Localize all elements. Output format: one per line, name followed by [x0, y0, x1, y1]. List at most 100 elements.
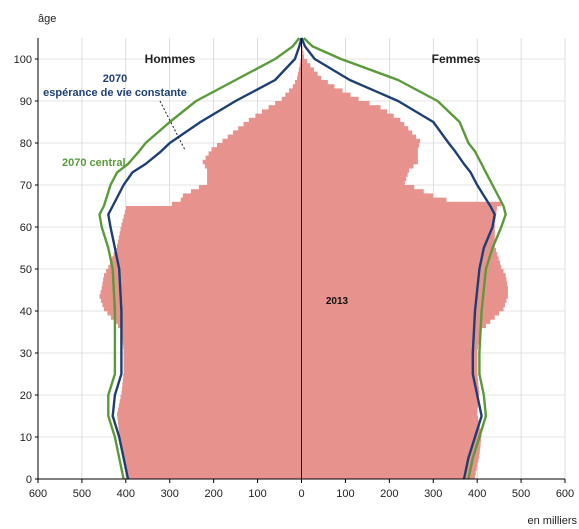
- bar-men-2013: [115, 248, 302, 253]
- bar-women-2013: [301, 378, 479, 383]
- y-tick-label: 40: [20, 306, 32, 318]
- bar-men-2013: [123, 357, 302, 362]
- bar-men-2013: [103, 306, 302, 312]
- bar-women-2013: [301, 113, 394, 119]
- bar-men-2013: [281, 96, 302, 102]
- bar-women-2013: [301, 374, 478, 379]
- bar-women-2013: [301, 117, 401, 123]
- x-tick-label: 100: [336, 488, 354, 500]
- line-2070-central-men: [98, 37, 301, 480]
- bar-women-2013: [301, 302, 505, 308]
- bar-men-2013: [275, 101, 302, 106]
- bar-men-2013: [207, 176, 302, 182]
- bar-women-2013: [301, 441, 481, 446]
- bar-men-2013: [205, 155, 302, 161]
- bar-women-2013: [301, 206, 497, 211]
- bar-women-2013: [301, 281, 508, 287]
- bars-2013: [99, 42, 508, 480]
- bar-men-2013: [117, 420, 302, 425]
- bar-men-2013: [120, 395, 302, 400]
- bar-men-2013: [128, 474, 302, 480]
- bar-women-2013: [301, 227, 495, 232]
- bar-women-2013: [301, 147, 418, 152]
- bar-men-2013: [207, 168, 302, 173]
- y-tick-label: 100: [14, 54, 32, 66]
- bar-men-2013: [216, 143, 302, 148]
- bar-men-2013: [123, 453, 302, 459]
- bar-women-2013: [301, 159, 418, 165]
- bar-men-2013: [292, 84, 302, 89]
- axes: 0 10 20 30 40 50 60 70 80 90 100 600 500 400 300 200 100…: [14, 38, 574, 500]
- bar-women-2013: [301, 130, 413, 135]
- bar-women-2013: [301, 432, 482, 438]
- bar-men-2013: [117, 411, 302, 417]
- bar-men-2013: [106, 269, 302, 274]
- bar-women-2013: [301, 348, 478, 354]
- bar-women-2013: [301, 168, 410, 173]
- bar-men-2013: [255, 113, 302, 119]
- bar-men-2013: [101, 285, 302, 291]
- bar-men-2013: [110, 315, 302, 320]
- y-tick-label: 90: [20, 96, 32, 108]
- bar-women-2013: [301, 50, 304, 56]
- x-tick-label: 400: [468, 488, 486, 500]
- bar-men-2013: [100, 290, 302, 295]
- bar-men-2013: [99, 294, 302, 299]
- y-tick-label: 20: [20, 390, 32, 402]
- bar-women-2013: [301, 315, 495, 320]
- bar-men-2013: [117, 243, 302, 249]
- y-tick-label: 60: [20, 222, 32, 234]
- central-series-label: 2070 central: [62, 157, 126, 169]
- bar-women-2013: [301, 84, 335, 89]
- bar-men-2013: [118, 424, 302, 429]
- bar-men-2013: [285, 92, 302, 98]
- bar-men-2013: [117, 407, 302, 413]
- bar-men-2013: [122, 449, 302, 455]
- bar-women-2013: [301, 88, 343, 93]
- x-tick-label: 300: [161, 488, 179, 500]
- bar-men-2013: [232, 130, 302, 135]
- constant-series-label-line1: 2070: [103, 73, 127, 85]
- bar-men-2013: [122, 336, 302, 341]
- bar-women-2013: [301, 214, 496, 219]
- bar-men-2013: [102, 281, 302, 287]
- bar-women-2013: [301, 327, 482, 333]
- bar-men-2013: [119, 432, 302, 438]
- constant-series-pointer: [159, 100, 186, 151]
- bar-women-2013: [301, 75, 322, 81]
- bar-men-2013: [123, 214, 302, 219]
- bar-women-2013: [301, 96, 359, 102]
- x-tick-label: 200: [204, 488, 222, 500]
- bar-women-2013: [301, 143, 419, 148]
- bar-women-2013: [301, 59, 308, 64]
- bar-men-2013: [297, 71, 302, 77]
- bar-women-2013: [301, 134, 417, 140]
- bar-men-2013: [199, 185, 302, 190]
- x-tick-label: 400: [117, 488, 135, 500]
- bar-men-2013: [123, 365, 302, 371]
- bar-men-2013: [113, 252, 302, 257]
- bar-women-2013: [301, 256, 499, 261]
- bar-women-2013: [301, 189, 424, 194]
- bar-series-label: 2013: [326, 296, 349, 307]
- bar-men-2013: [289, 88, 302, 93]
- bar-men-2013: [123, 344, 302, 350]
- bar-women-2013: [301, 92, 351, 98]
- constant-series-label-line2: espérance de vie constante: [43, 87, 187, 99]
- bar-men-2013: [118, 428, 302, 434]
- bar-women-2013: [301, 239, 495, 245]
- y-tick-label: 80: [20, 138, 32, 150]
- bar-women-2013: [301, 411, 478, 417]
- bar-men-2013: [190, 189, 302, 194]
- bar-women-2013: [301, 290, 508, 295]
- bar-women-2013: [301, 151, 418, 156]
- bar-women-2013: [301, 285, 508, 291]
- bar-men-2013: [107, 311, 302, 316]
- bar-women-2013: [301, 357, 478, 362]
- bar-women-2013: [301, 361, 478, 366]
- bar-men-2013: [180, 197, 302, 203]
- bar-men-2013: [117, 323, 302, 329]
- bar-men-2013: [121, 222, 302, 228]
- bar-women-2013: [301, 382, 479, 387]
